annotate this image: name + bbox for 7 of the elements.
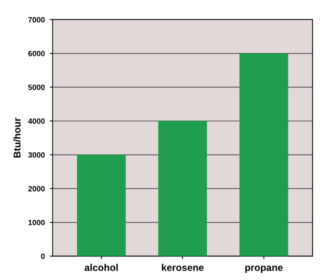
- y-axis-title: Btu/hour: [13, 118, 21, 158]
- x-tick-label: alcohol: [84, 264, 118, 271]
- bar: [158, 121, 207, 256]
- x-tick-label: propane: [245, 266, 283, 273]
- bar: [77, 154, 126, 256]
- bar: [239, 53, 288, 256]
- x-tick-label: kerosene: [162, 264, 204, 271]
